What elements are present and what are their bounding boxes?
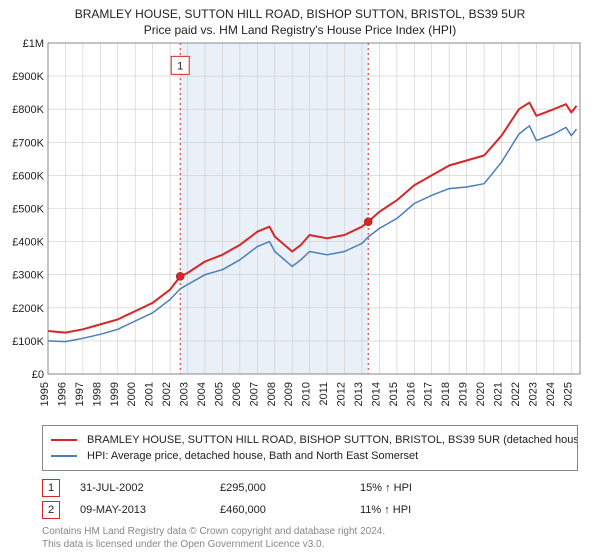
svg-text:£300K: £300K xyxy=(12,269,44,281)
sale-price-1: £295,000 xyxy=(220,482,360,494)
legend-item-hpi: HPI: Average price, detached house, Bath… xyxy=(51,448,569,464)
legend: BRAMLEY HOUSE, SUTTON HILL ROAD, BISHOP … xyxy=(42,425,578,471)
svg-text:2015: 2015 xyxy=(388,382,400,406)
svg-text:2012: 2012 xyxy=(336,382,348,406)
sale-row-1: 1 31-JUL-2002 £295,000 15% ↑ HPI xyxy=(42,477,578,499)
chart-title-line2: Price paid vs. HM Land Registry's House … xyxy=(0,23,600,39)
svg-text:£200K: £200K xyxy=(12,303,44,315)
svg-text:2021: 2021 xyxy=(493,382,505,406)
svg-text:£400K: £400K xyxy=(12,236,44,248)
price-chart: 12£0£100K£200K£300K£400K£500K£600K£700K£… xyxy=(0,39,600,419)
svg-text:2016: 2016 xyxy=(405,382,417,406)
chart-title-line1: BRAMLEY HOUSE, SUTTON HILL ROAD, BISHOP … xyxy=(0,0,600,23)
svg-text:£500K: £500K xyxy=(12,203,44,215)
svg-text:2009: 2009 xyxy=(283,382,295,406)
svg-text:2013: 2013 xyxy=(353,382,365,406)
svg-text:£100K: £100K xyxy=(12,336,44,348)
sale-date-2: 09-MAY-2013 xyxy=(80,504,220,516)
svg-text:2000: 2000 xyxy=(126,382,138,406)
svg-text:2005: 2005 xyxy=(213,382,225,406)
svg-text:2019: 2019 xyxy=(458,382,470,406)
svg-text:1996: 1996 xyxy=(56,382,68,406)
svg-text:2004: 2004 xyxy=(196,382,208,406)
svg-text:2018: 2018 xyxy=(440,382,452,406)
svg-text:£600K: £600K xyxy=(12,170,44,182)
legend-label-property: BRAMLEY HOUSE, SUTTON HILL ROAD, BISHOP … xyxy=(87,434,578,446)
svg-text:£700K: £700K xyxy=(12,137,44,149)
svg-text:1998: 1998 xyxy=(91,382,103,406)
footer-line2: This data is licensed under the Open Gov… xyxy=(42,538,578,552)
svg-text:£900K: £900K xyxy=(12,71,44,83)
svg-text:2020: 2020 xyxy=(475,382,487,406)
svg-text:2010: 2010 xyxy=(301,382,313,406)
svg-text:2023: 2023 xyxy=(527,382,539,406)
sale-marker-2: 2 xyxy=(42,501,60,519)
svg-text:2006: 2006 xyxy=(231,382,243,406)
svg-text:2022: 2022 xyxy=(510,382,522,406)
svg-text:2007: 2007 xyxy=(248,382,260,406)
sale-row-2: 2 09-MAY-2013 £460,000 11% ↑ HPI xyxy=(42,499,578,521)
sale-price-2: £460,000 xyxy=(220,504,360,516)
svg-text:2003: 2003 xyxy=(179,382,191,406)
svg-text:2017: 2017 xyxy=(423,382,435,406)
svg-text:2014: 2014 xyxy=(370,382,382,406)
svg-text:2025: 2025 xyxy=(562,382,574,406)
sales-table: 1 31-JUL-2002 £295,000 15% ↑ HPI 2 09-MA… xyxy=(42,477,578,521)
svg-text:2001: 2001 xyxy=(144,382,156,406)
legend-label-hpi: HPI: Average price, detached house, Bath… xyxy=(87,450,418,462)
svg-text:2008: 2008 xyxy=(266,382,278,406)
footer-line1: Contains HM Land Registry data © Crown c… xyxy=(42,525,578,539)
sale-marker-1: 1 xyxy=(42,479,60,497)
svg-text:1995: 1995 xyxy=(39,382,51,406)
svg-text:1: 1 xyxy=(177,60,183,72)
legend-swatch-hpi xyxy=(51,455,77,457)
svg-text:£1M: £1M xyxy=(23,39,44,50)
sale-delta-1: 15% ↑ HPI xyxy=(360,482,500,494)
svg-text:1997: 1997 xyxy=(74,382,86,406)
svg-text:2024: 2024 xyxy=(545,382,557,406)
legend-item-property: BRAMLEY HOUSE, SUTTON HILL ROAD, BISHOP … xyxy=(51,432,569,448)
svg-text:2002: 2002 xyxy=(161,382,173,406)
svg-text:£800K: £800K xyxy=(12,104,44,116)
footer: Contains HM Land Registry data © Crown c… xyxy=(42,525,578,552)
legend-swatch-property xyxy=(51,439,77,441)
svg-text:2011: 2011 xyxy=(318,382,330,406)
sale-date-1: 31-JUL-2002 xyxy=(80,482,220,494)
sale-delta-2: 11% ↑ HPI xyxy=(360,504,500,516)
svg-text:£0: £0 xyxy=(32,369,44,381)
svg-text:1999: 1999 xyxy=(109,382,121,406)
